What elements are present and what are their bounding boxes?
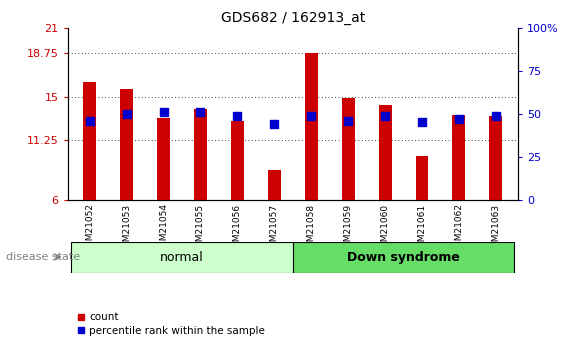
Text: GSM21062: GSM21062 [454, 204, 463, 253]
Text: GSM21053: GSM21053 [122, 204, 131, 253]
Text: GSM21063: GSM21063 [491, 204, 501, 253]
Point [454, 116, 463, 122]
Point [418, 120, 427, 125]
Text: GSM21052: GSM21052 [85, 204, 94, 253]
Text: GSM21058: GSM21058 [307, 204, 316, 253]
Point [491, 113, 501, 118]
Title: GDS682 / 162913_at: GDS682 / 162913_at [221, 11, 365, 25]
Bar [72, 241, 293, 273]
Text: Down syndrome: Down syndrome [347, 250, 460, 264]
Bar [305, 53, 318, 200]
Bar [268, 170, 281, 200]
Text: GSM21057: GSM21057 [270, 204, 279, 253]
Point [159, 109, 168, 115]
Bar [415, 156, 428, 200]
Legend: count, percentile rank within the sample: count, percentile rank within the sample [73, 308, 270, 340]
Point [85, 118, 94, 124]
Text: GSM21059: GSM21059 [343, 204, 352, 253]
Bar [83, 82, 96, 200]
Text: GSM21056: GSM21056 [233, 204, 242, 253]
Bar [157, 118, 170, 200]
Text: disease state: disease state [6, 252, 80, 262]
Bar [194, 109, 207, 200]
Text: normal: normal [160, 250, 204, 264]
Bar [378, 105, 391, 200]
Bar [342, 98, 355, 200]
Bar [120, 89, 133, 200]
Point [233, 113, 242, 118]
Bar [453, 115, 466, 200]
Point [270, 121, 279, 127]
Bar [231, 121, 244, 200]
Bar [293, 241, 514, 273]
Point [196, 109, 205, 115]
Point [343, 118, 352, 124]
Text: GSM21061: GSM21061 [418, 204, 427, 253]
Text: GSM21060: GSM21060 [381, 204, 390, 253]
Text: GSM21054: GSM21054 [159, 204, 168, 253]
Text: GSM21055: GSM21055 [196, 204, 205, 253]
Point [122, 111, 131, 117]
Point [307, 113, 316, 118]
Point [381, 113, 390, 118]
Bar [489, 116, 502, 200]
